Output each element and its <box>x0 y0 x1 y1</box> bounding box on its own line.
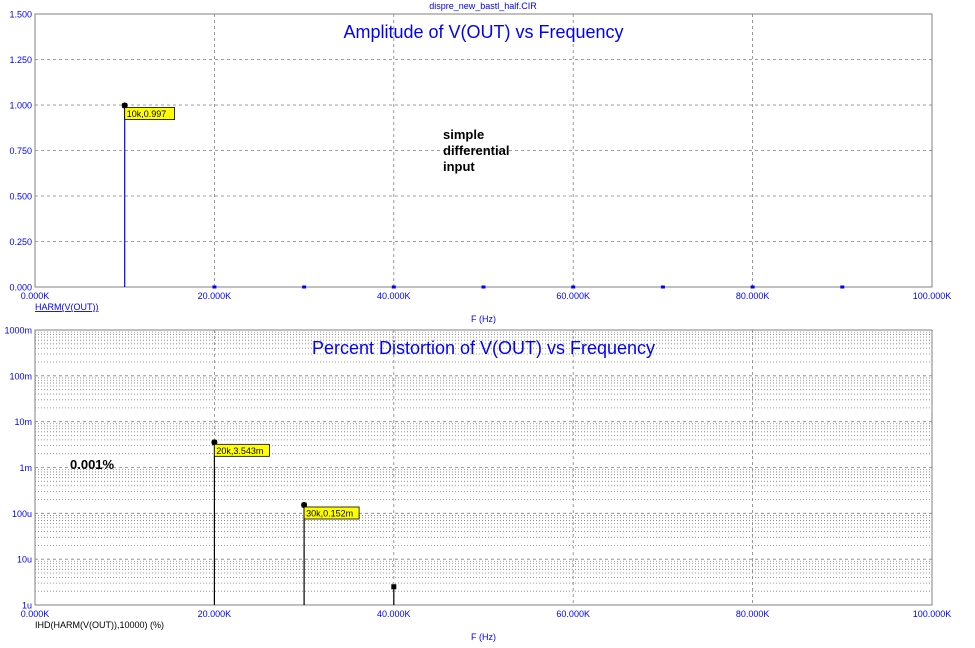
y-tick-label: 100u <box>12 509 32 519</box>
plot-frame <box>34 329 933 606</box>
bar <box>302 285 307 289</box>
x-tick-label: 60.000K <box>556 291 590 301</box>
y-tick-label: 1m <box>19 463 32 473</box>
marker-label: 20k,3.543m <box>216 446 263 456</box>
y-tick-label: 1.500 <box>9 10 32 20</box>
x-tick-label: 80.000K <box>736 291 770 301</box>
marker-label: 30k,0.152m <box>306 508 353 518</box>
chart-title: Amplitude of V(OUT) vs Frequency <box>343 22 623 42</box>
series-label: IHD(HARM(V(OUT)),10000) (%) <box>35 620 164 630</box>
distortion-note: 0.001% <box>70 457 115 472</box>
bar <box>660 285 665 289</box>
y-tick-label: 0.500 <box>9 192 32 202</box>
distortion-chart: 1u 10u 100u 1m 10m 100m 1000m 0.000K 20.000K 40.0… <box>4 326 951 643</box>
note-line-1: simple <box>443 127 484 142</box>
x-axis-label: F (Hz) <box>471 314 496 324</box>
y-tick-label: 100m <box>9 371 32 381</box>
window-title: dispre_new_bastl_half.CIR <box>429 1 537 11</box>
x-tick-label: 0.000K <box>21 609 50 619</box>
data-point <box>391 584 397 590</box>
x-tick-label: 60.000K <box>556 609 590 619</box>
marker-dot <box>121 102 128 109</box>
y-tick-label: 0.750 <box>9 146 32 156</box>
marker-label: 10k,0.997 <box>127 109 167 119</box>
note-line-2: differential <box>443 143 509 158</box>
bar <box>212 285 217 289</box>
note-line-3: input <box>443 159 475 174</box>
bar <box>391 285 396 289</box>
x-axis-label: F (Hz) <box>471 632 496 642</box>
marker-dot <box>301 501 308 508</box>
y-tick-label: 10m <box>14 417 32 427</box>
x-tick-label: 40.000K <box>377 291 411 301</box>
bar <box>840 285 845 289</box>
y-tick-label: 0.250 <box>9 237 32 247</box>
y-tick-label: 1.250 <box>9 55 32 65</box>
x-tick-label: 80.000K <box>736 609 770 619</box>
x-tick-label: 100.000K <box>913 609 952 619</box>
chart-title: Percent Distortion of V(OUT) vs Frequenc… <box>312 338 655 358</box>
bar <box>750 285 755 289</box>
bar <box>481 285 486 289</box>
y-tick-label: 1.000 <box>9 101 32 111</box>
amplitude-chart: 0.000 0.250 0.500 0.750 1.000 1.250 1.500 0.000… <box>9 10 951 325</box>
bar <box>571 285 576 289</box>
x-tick-label: 100.000K <box>913 291 952 301</box>
marker-label-box <box>213 443 270 457</box>
y-tick-label: 0.000 <box>9 283 32 293</box>
marker-label-box <box>124 107 175 120</box>
x-tick-label: 20.000K <box>198 609 232 619</box>
y-tick-label: 10u <box>17 555 32 565</box>
series-label: HARM(V(OUT)) <box>35 302 99 312</box>
y-tick-label: 1000m <box>4 326 32 336</box>
x-tick-label: 40.000K <box>377 609 411 619</box>
y-tick-label: 1u <box>22 601 32 611</box>
x-tick-label: 20.000K <box>198 291 232 301</box>
x-tick-label: 0.000K <box>21 291 50 301</box>
marker-label-box <box>303 506 360 520</box>
marker-dot <box>211 439 218 446</box>
